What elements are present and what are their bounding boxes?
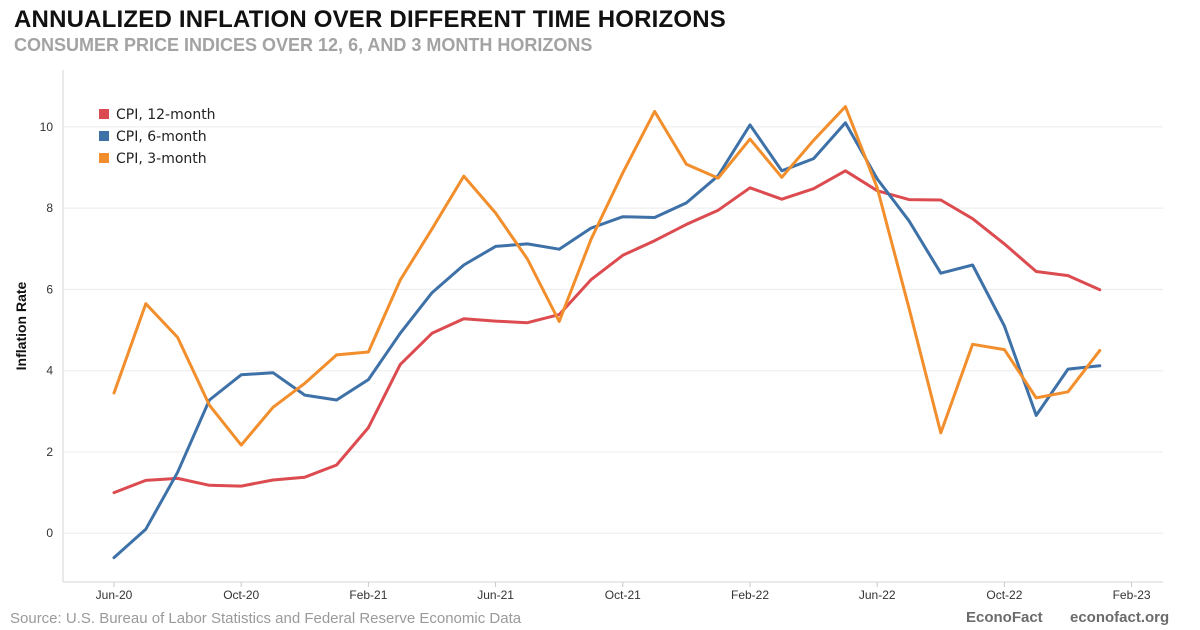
x-tick-label: Feb-23 [1113,588,1151,602]
legend-label: CPI, 6-month [116,129,207,145]
series-lines [112,105,1102,560]
legend-label: CPI, 3-month [116,151,207,167]
x-tick-label: Oct-21 [605,588,641,602]
x-tick-label: Jun-22 [859,588,896,602]
brand-url: econofact.org [1070,609,1170,626]
x-tick-label: Jun-20 [96,588,133,602]
legend-swatch [99,109,109,119]
y-tick-label: 8 [46,201,53,215]
legend-swatch [99,153,109,163]
x-tick-label: Jun-21 [477,588,514,602]
chart-title: ANNUALIZED INFLATION OVER DIFFERENT TIME… [14,6,726,33]
x-tick-label: Feb-22 [731,588,769,602]
y-axis-label: Inflation Rate [13,281,29,370]
y-tick-label: 2 [46,445,53,459]
gridlines [63,126,1163,534]
x-tick-label: Oct-22 [986,588,1022,602]
axes: 0 2 4 6 8 10 Jun-20 Oct-20 Feb-21 Jun-21 Oct-21 Feb… [13,70,1163,602]
legend-swatch [99,131,109,141]
legend: CPI, 12-month CPI, 6-month CPI, 3-month [99,107,216,167]
x-tick-label: Feb-21 [349,588,387,602]
y-tick-label: 6 [46,282,53,296]
chart-subtitle: CONSUMER PRICE INDICES OVER 12, 6, AND 3… [14,35,593,55]
y-tick-label: 4 [46,364,53,378]
series-line-2 [112,121,1102,560]
series-line-1 [112,169,1102,495]
brand-name: EconoFact [966,609,1043,626]
x-tick-label: Oct-20 [223,588,259,602]
series-line-3 [112,105,1102,447]
y-tick-label: 10 [40,120,54,134]
y-tick-label: 0 [46,526,53,540]
legend-label: CPI, 12-month [116,107,216,123]
source-note: Source: U.S. Bureau of Labor Statistics … [10,610,522,627]
